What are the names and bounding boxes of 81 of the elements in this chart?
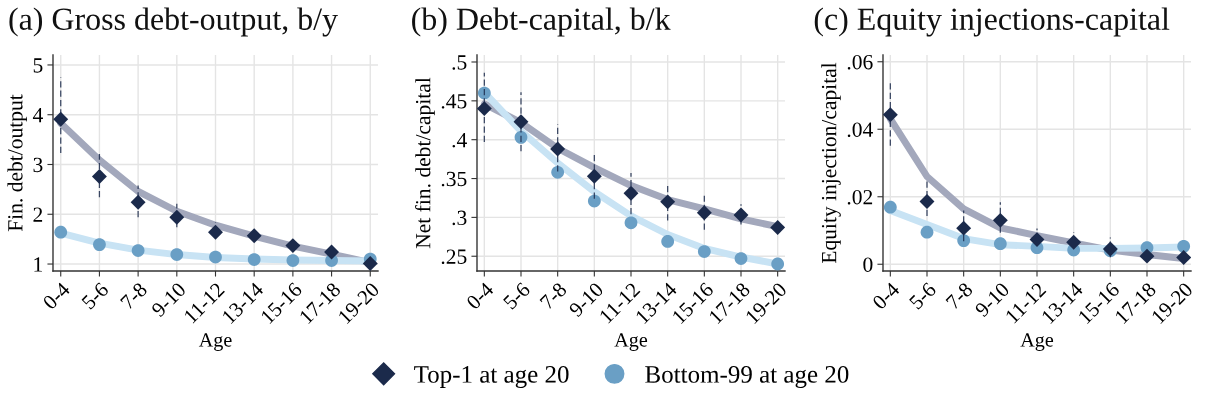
point [477, 101, 492, 117]
point [883, 107, 898, 123]
x-axis-title: Age [198, 333, 232, 351]
point [53, 111, 69, 127]
point [246, 228, 262, 244]
point [208, 224, 223, 240]
point [586, 168, 602, 184]
chart-title: (b) Debt-capital, b/k [412, 7, 671, 37]
y-tick-label: 2 [33, 207, 43, 222]
point [697, 245, 711, 258]
chart-title: (a) Gross debt-output, b/y [9, 7, 338, 37]
y-tick-label: 3 [33, 157, 43, 173]
y-tick-label: .06 [847, 54, 873, 70]
point [1177, 239, 1191, 253]
x-tick-label: 0-4 [871, 281, 901, 311]
legend-label: Top-1 at age 20 [414, 365, 569, 388]
x-tick-label: 7-8 [945, 281, 974, 310]
point [587, 194, 601, 208]
point [1066, 234, 1082, 250]
point [770, 220, 785, 235]
point [883, 200, 897, 214]
point [957, 234, 971, 248]
point [324, 244, 340, 260]
point [956, 220, 972, 236]
x-tick-label: 7-8 [539, 281, 568, 310]
point [54, 225, 68, 239]
y-tick-label: .45 [441, 94, 467, 109]
y-tick-label: .35 [441, 171, 467, 187]
y-tick-label: .3 [452, 210, 467, 226]
point [993, 237, 1007, 251]
y-axis-title: Equity injection/capital [821, 62, 841, 264]
chart-title: (c) Equity injections-capital [814, 7, 1170, 37]
point [1176, 250, 1191, 265]
point [551, 165, 565, 179]
point [734, 252, 748, 265]
y-tick-label: .4 [452, 132, 467, 148]
point [696, 205, 712, 221]
legend-label: Bottom-99 at age 20 [645, 365, 849, 388]
point [170, 248, 184, 261]
point [661, 235, 675, 248]
y-tick-label: 5 [33, 58, 43, 73]
point [131, 244, 145, 257]
point [286, 254, 300, 267]
point [93, 238, 106, 252]
point [1139, 248, 1155, 264]
point [247, 253, 261, 266]
point [624, 216, 638, 230]
point [992, 212, 1008, 228]
point [513, 114, 529, 130]
point [1029, 232, 1045, 248]
point [771, 257, 785, 271]
point [550, 141, 566, 157]
point [623, 185, 639, 201]
point [660, 194, 676, 210]
point [477, 86, 491, 100]
y-axis-title: Net fin. debt/capital [415, 77, 435, 249]
point [91, 168, 107, 184]
point [209, 250, 222, 264]
y-tick-label: .5 [452, 55, 467, 70]
y-axis-title: Fin. debt/output [7, 94, 27, 232]
x-axis-title: Age [1020, 333, 1054, 351]
point [919, 194, 935, 209]
point [285, 238, 301, 254]
y-tick-label: 4 [32, 108, 43, 123]
x-tick-label: 5-6 [81, 281, 110, 310]
x-tick-label: 0-4 [465, 281, 495, 311]
x-axis-title: Age [614, 333, 648, 351]
y-tick-label: 0 [863, 257, 873, 272]
y-tick-label: .25 [441, 249, 467, 265]
point [733, 207, 749, 223]
x-tick-label: 5-6 [908, 281, 937, 310]
point [130, 194, 146, 210]
point [169, 209, 185, 225]
point [920, 225, 934, 239]
y-tick-label: .04 [847, 122, 873, 138]
point [362, 256, 378, 271]
x-tick-label: 0-4 [42, 281, 71, 311]
x-tick-label: 7-8 [119, 281, 148, 310]
y-tick-label: .02 [847, 189, 873, 205]
y-tick-label: 1 [34, 257, 42, 272]
x-tick-label: 5-6 [502, 281, 531, 310]
